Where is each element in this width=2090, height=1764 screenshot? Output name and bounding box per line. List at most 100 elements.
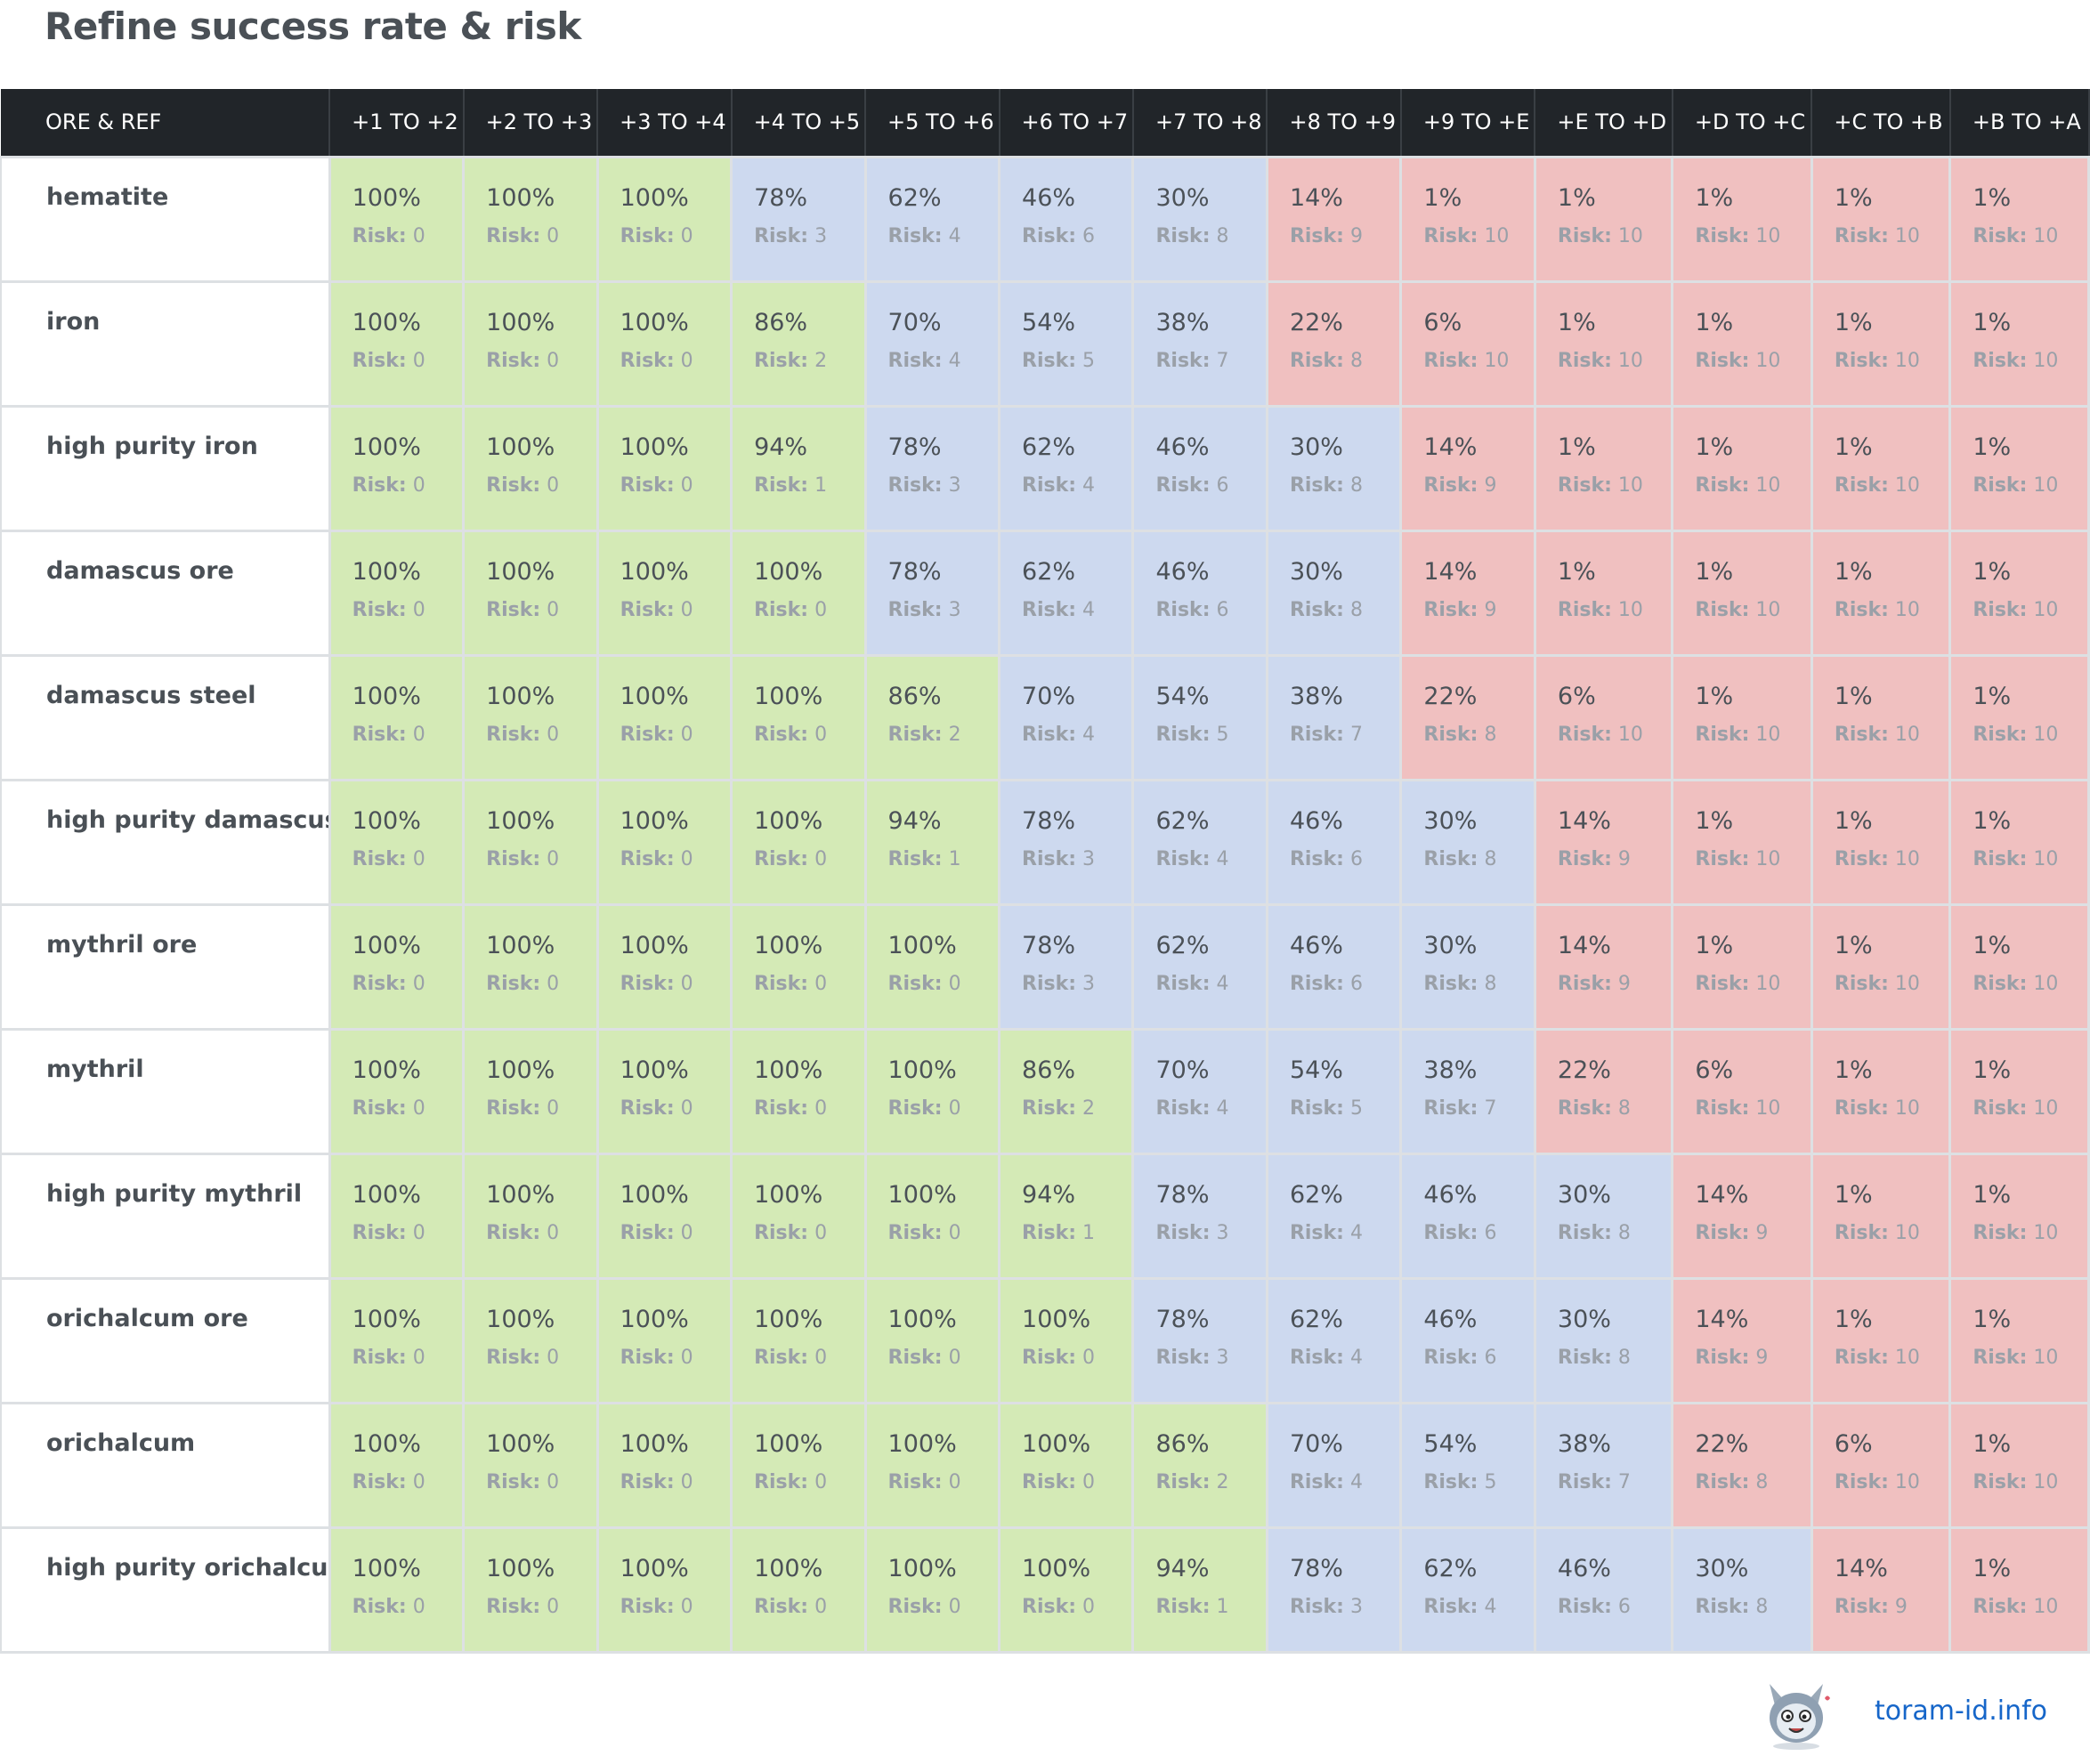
column-header: +D TO +C [1672, 89, 1813, 157]
success-rate: 100% [754, 806, 823, 835]
risk-value: Risk: 0 [352, 723, 461, 748]
risk-number: 4 [1216, 1096, 1229, 1120]
ore-name-cell: iron [0, 279, 331, 408]
success-rate: 1% [1695, 433, 1734, 461]
success-rate: 94% [1022, 1180, 1076, 1209]
mascot-logo-icon[interactable] [1754, 1668, 1839, 1753]
risk-label: Risk: [1695, 473, 1750, 497]
risk-number: 10 [2033, 1595, 2059, 1618]
risk-value: Risk: 4 [1290, 1346, 1398, 1371]
rate-cell: 1% Risk: 10 [1671, 155, 1813, 283]
risk-label: Risk: [1423, 473, 1478, 497]
success-rate: 46% [1289, 931, 1343, 959]
success-rate: 1% [1973, 682, 2012, 710]
success-rate: 54% [1022, 308, 1076, 336]
rate-cell: 78% Risk: 3 [1131, 1276, 1268, 1404]
risk-label: Risk: [1834, 349, 1889, 372]
rate-cell: 46% Risk: 6 [1399, 1152, 1536, 1280]
risk-value: Risk: 6 [1290, 972, 1398, 997]
rate-cell: 62% Risk: 4 [1265, 1152, 1403, 1280]
column-header: +C TO +B [1811, 89, 1951, 157]
risk-label: Risk: [1022, 723, 1077, 746]
risk-value: Risk: 10 [1973, 1470, 2086, 1495]
risk-label: Risk: [486, 473, 541, 497]
risk-value: Risk: 4 [1155, 972, 1264, 997]
risk-value: Risk: 0 [754, 598, 863, 623]
risk-number: 10 [1894, 598, 1920, 621]
risk-number: 10 [1894, 1470, 1920, 1493]
risk-label: Risk: [754, 1595, 809, 1618]
risk-label: Risk: [1423, 1470, 1478, 1493]
ore-name-cell: orichalcum [0, 1401, 331, 1529]
risk-value: Risk: 10 [1973, 224, 2086, 249]
risk-value: Risk: 9 [1695, 1221, 1809, 1246]
success-rate: 100% [620, 682, 689, 710]
risk-number: 10 [1617, 598, 1643, 621]
risk-number: 10 [2033, 1470, 2059, 1493]
risk-number: 6 [1617, 1595, 1631, 1618]
risk-label: Risk: [620, 473, 675, 497]
risk-label: Risk: [1022, 349, 1077, 372]
risk-value: Risk: 6 [1423, 1221, 1532, 1246]
success-rate: 78% [887, 433, 942, 461]
risk-label: Risk: [1973, 224, 2028, 247]
risk-number: 5 [1349, 1096, 1363, 1120]
risk-value: Risk: 0 [888, 972, 997, 997]
risk-value: Risk: 10 [1835, 723, 1948, 748]
risk-number: 8 [1349, 473, 1363, 497]
risk-label: Risk: [887, 349, 943, 372]
risk-number: 6 [1216, 473, 1229, 497]
ore-name-cell: high purity mythril [0, 1152, 331, 1280]
rate-cell: 46% Risk: 6 [1399, 1276, 1536, 1404]
column-header-ore: ORE & REF [1, 89, 331, 157]
risk-label: Risk: [1834, 1096, 1889, 1120]
rate-cell: 46% Risk: 6 [1131, 404, 1268, 532]
risk-number: 10 [2033, 224, 2059, 247]
risk-label: Risk: [1834, 972, 1889, 995]
risk-label: Risk: [486, 1470, 541, 1493]
risk-label: Risk: [1557, 1346, 1612, 1369]
risk-number: 0 [1082, 1470, 1096, 1493]
risk-label: Risk: [754, 972, 809, 995]
risk-number: 10 [2033, 1221, 2059, 1244]
rate-cell: 100% Risk: 0 [595, 653, 733, 781]
rate-cell: 1% Risk: 10 [1948, 155, 2090, 283]
risk-label: Risk: [1155, 598, 1211, 621]
risk-number: 0 [814, 1470, 828, 1493]
risk-number: 10 [1894, 723, 1920, 746]
success-rate: 78% [1289, 1554, 1343, 1582]
table-body: hematite 100% Risk: 0 100% Risk: 0 100% Risk: … [0, 155, 2090, 1654]
risk-value: Risk: 3 [1022, 847, 1130, 872]
risk-number: 10 [1617, 224, 1643, 247]
success-rate: 1% [1973, 308, 2012, 336]
risk-label: Risk: [1973, 349, 2028, 372]
risk-label: Risk: [620, 224, 675, 247]
rate-cell: 100% Risk: 0 [595, 279, 733, 408]
site-link[interactable]: toram-id.info [1874, 1695, 2047, 1727]
rate-cell: 1% Risk: 10 [1948, 653, 2090, 781]
risk-number: 10 [2033, 473, 2059, 497]
rate-cell: 14% Risk: 9 [1533, 902, 1674, 1031]
risk-label: Risk: [1022, 847, 1077, 870]
risk-label: Risk: [887, 1096, 943, 1120]
risk-label: Risk: [620, 1470, 675, 1493]
risk-number: 10 [1484, 224, 1510, 247]
rate-cell: 86% Risk: 2 [1131, 1401, 1268, 1529]
risk-value: Risk: 9 [1423, 473, 1532, 498]
risk-number: 8 [1617, 1221, 1631, 1244]
risk-number: 7 [1349, 723, 1363, 746]
risk-number: 0 [412, 1595, 425, 1618]
risk-value: Risk: 3 [1155, 1346, 1264, 1371]
risk-value: Risk: 8 [1155, 224, 1264, 249]
success-rate: 100% [887, 931, 957, 959]
success-rate: 1% [1834, 806, 1873, 835]
success-rate: 54% [1423, 1429, 1478, 1458]
risk-value: Risk: 0 [486, 723, 595, 748]
success-rate: 94% [887, 806, 942, 835]
risk-value: Risk: 0 [620, 224, 729, 249]
risk-number: 0 [814, 972, 828, 995]
risk-value: Risk: 0 [754, 972, 863, 997]
risk-label: Risk: [1423, 598, 1478, 621]
risk-label: Risk: [1423, 972, 1478, 995]
rate-cell: 100% Risk: 0 [863, 1276, 1001, 1404]
